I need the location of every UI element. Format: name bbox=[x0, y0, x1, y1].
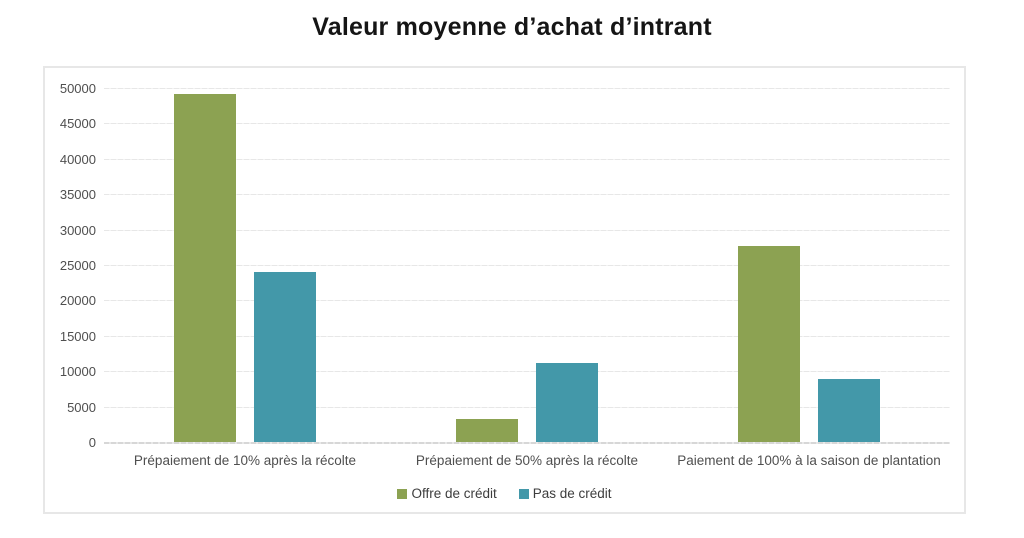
y-axis-tick-label: 30000 bbox=[59, 222, 96, 238]
gridline bbox=[104, 371, 950, 373]
bar-offre-de-cr-dit bbox=[738, 245, 800, 442]
legend-item: Offre de crédit bbox=[397, 486, 497, 501]
gridline bbox=[104, 123, 950, 125]
y-axis-tick-label: 35000 bbox=[59, 187, 96, 203]
gridline bbox=[104, 300, 950, 302]
y-axis-tick-label: 0 bbox=[88, 435, 96, 450]
chart-box: Offre de crédit Pas de crédit 0 5000 10000 1… bbox=[43, 66, 966, 514]
legend-label: Offre de crédit bbox=[411, 486, 497, 501]
bar-pas-de-cr-dit bbox=[536, 362, 598, 442]
y-axis-tick-label: 5000 bbox=[67, 399, 96, 415]
x-axis-category-label: Paiement de 100% à la saison de plantati… bbox=[677, 453, 941, 468]
y-axis-tick-label: 40000 bbox=[59, 151, 96, 167]
y-axis-tick-label: 15000 bbox=[59, 328, 96, 344]
chart-legend: Offre de crédit Pas de crédit bbox=[45, 486, 964, 501]
gridline bbox=[104, 265, 950, 266]
gridline bbox=[104, 229, 950, 231]
legend-swatch bbox=[397, 488, 408, 499]
y-axis-tick-label: 50000 bbox=[59, 81, 96, 96]
bar-pas-de-cr-dit bbox=[818, 378, 880, 442]
x-axis-category-label: Prépaiement de 10% après la récolte bbox=[133, 453, 357, 468]
bar-offre-de-cr-dit bbox=[456, 418, 518, 442]
y-axis-tick-label: 45000 bbox=[59, 116, 96, 132]
x-axis-category-label: Prépaiement de 50% après la récolte bbox=[415, 453, 639, 468]
gridline bbox=[104, 88, 950, 89]
y-axis-tick-label: 10000 bbox=[59, 364, 96, 380]
gridline bbox=[104, 194, 950, 196]
chart-title: Valeur moyenne d’achat d’intrant bbox=[312, 13, 712, 41]
legend-item: Pas de crédit bbox=[518, 486, 612, 501]
y-axis-tick-label: 20000 bbox=[59, 293, 96, 309]
legend-label: Pas de crédit bbox=[532, 486, 612, 501]
bar-pas-de-cr-dit bbox=[254, 272, 316, 442]
legend-swatch bbox=[518, 488, 529, 499]
gridline bbox=[104, 406, 950, 408]
y-axis-tick-label: 25000 bbox=[59, 258, 96, 273]
gridline bbox=[104, 158, 950, 160]
bar-offre-de-cr-dit bbox=[174, 93, 236, 442]
x-axis-line bbox=[104, 442, 950, 444]
gridline bbox=[104, 335, 950, 337]
